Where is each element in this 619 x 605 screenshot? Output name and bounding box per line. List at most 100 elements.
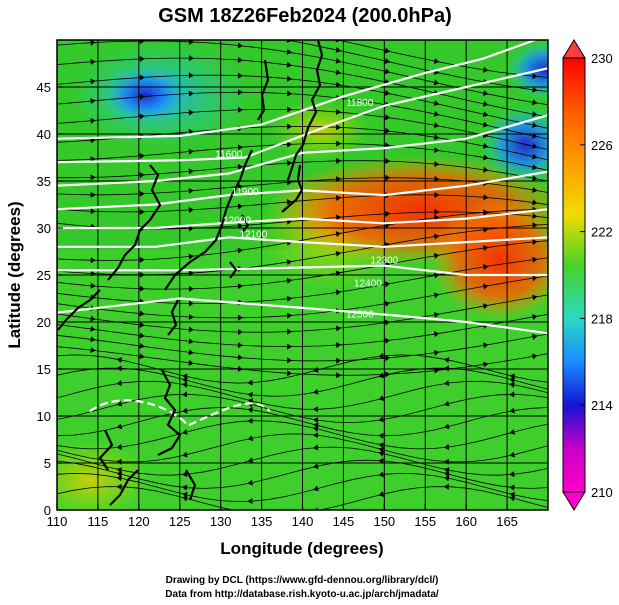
wind-arrow xyxy=(247,407,253,413)
wind-arrow xyxy=(483,264,489,270)
wind-arrow xyxy=(247,479,253,486)
wind-arrow xyxy=(433,233,440,240)
wind-arrow xyxy=(287,106,293,113)
wind-arrow xyxy=(385,158,391,165)
contour-labels: 11800 11600 11900 12000 12100 12300 12400 12500 xyxy=(215,98,398,320)
credit-data: Data from http://database.rish.kyoto-u.a… xyxy=(165,589,439,600)
wind-arrow xyxy=(287,343,293,350)
wind-arrow xyxy=(532,86,538,93)
wind-arrow xyxy=(378,432,384,439)
wind-arrow xyxy=(509,471,515,478)
wind-arrow xyxy=(443,467,450,474)
wind-arrow xyxy=(139,190,145,197)
wind-arrow xyxy=(532,333,538,340)
wind-arrow xyxy=(482,121,489,128)
streamline xyxy=(57,177,548,196)
y-tick-label: 5 xyxy=(44,456,51,471)
wind-arrow xyxy=(188,109,194,116)
streamline xyxy=(57,74,548,129)
wind-arrow xyxy=(237,328,244,335)
height-contour xyxy=(57,40,539,140)
wind-arrow xyxy=(286,160,293,167)
wind-arrow xyxy=(139,321,145,328)
wind-arrow xyxy=(532,275,538,282)
wind-arrow xyxy=(238,89,244,96)
wind-arrow xyxy=(139,40,145,45)
wind-arrow xyxy=(532,239,538,246)
wind-arrow xyxy=(378,352,384,359)
x-tick-label: 130 xyxy=(210,514,232,529)
streamline xyxy=(57,380,548,410)
wind-arrow xyxy=(286,277,293,284)
contour-label: 12100 xyxy=(239,229,267,240)
contour-label: 11900 xyxy=(232,187,260,198)
wind-arrow xyxy=(139,172,145,179)
wind-arrow xyxy=(532,73,538,80)
streamline xyxy=(57,91,548,140)
wind-arrow xyxy=(313,485,319,492)
wind-arrow xyxy=(335,214,342,221)
wind-arrow xyxy=(188,40,194,45)
wind-arrow xyxy=(237,342,244,349)
wind-arrow xyxy=(182,495,188,502)
wind-arrow xyxy=(443,483,449,490)
wind-arrow xyxy=(188,349,194,356)
height-contour xyxy=(57,208,548,230)
y-tick-label: 20 xyxy=(37,315,51,330)
wind-arrow xyxy=(286,61,293,68)
wind-arrow xyxy=(140,21,145,27)
x-tick-label: 120 xyxy=(128,514,150,529)
wind-arrow xyxy=(182,381,188,388)
streamline xyxy=(57,275,548,319)
wind-arrow xyxy=(116,423,123,430)
wind-arrow xyxy=(139,353,145,360)
wind-arrow xyxy=(286,295,293,302)
streamline xyxy=(57,333,548,362)
y-axis-ticks: 0 5 10 15 20 25 30 35 40 45 xyxy=(37,80,63,518)
wind-arrow xyxy=(336,342,342,349)
wind-arrow xyxy=(336,157,342,164)
wind-arrow xyxy=(90,325,96,332)
wind-arrow xyxy=(188,206,194,213)
wind-arrow xyxy=(532,222,538,229)
wind-arrow xyxy=(188,187,194,194)
wind-arrow xyxy=(385,174,391,181)
x-tick-label: 115 xyxy=(88,514,109,529)
wind-arrow xyxy=(531,132,538,139)
x-tick-label: 140 xyxy=(292,514,314,529)
wind-arrow xyxy=(237,57,244,63)
wind-arrow xyxy=(90,78,96,85)
wind-arrow xyxy=(434,147,440,154)
wind-arrow xyxy=(443,357,450,364)
wind-arrow xyxy=(531,164,538,170)
wind-arrow xyxy=(443,423,450,430)
wind-arrow xyxy=(433,272,440,279)
x-tick-label: 110 xyxy=(47,514,68,529)
wind-arrow xyxy=(188,72,194,79)
wind-arrow xyxy=(139,152,145,159)
wind-arrow xyxy=(247,457,254,464)
wind-arrow xyxy=(237,106,244,113)
height-contour xyxy=(89,399,271,427)
wind-arrow xyxy=(509,391,515,398)
wind-arrow xyxy=(443,380,450,387)
wind-arrow xyxy=(188,55,194,62)
wind-arrow xyxy=(384,58,391,64)
height-contour xyxy=(57,67,548,164)
wind-arrow xyxy=(483,245,489,252)
wind-arrow xyxy=(384,337,391,344)
contour-label: 12000 xyxy=(223,215,251,226)
streamline xyxy=(57,420,548,450)
wind-arrow xyxy=(433,311,440,318)
wind-arrow xyxy=(139,93,145,100)
y-tick-label: 35 xyxy=(37,174,51,189)
streamline xyxy=(57,257,548,304)
wind-arrow xyxy=(433,110,440,117)
wind-arrow xyxy=(384,47,391,54)
wind-arrow xyxy=(385,355,391,362)
contour-label: 12400 xyxy=(354,278,382,289)
wind-arrow xyxy=(188,270,194,277)
credit-drawing: Drawing by DCL (https://www.gfd-dennou.o… xyxy=(166,575,439,586)
wind-arrow xyxy=(433,134,440,141)
y-tick-label: 0 xyxy=(44,503,51,518)
